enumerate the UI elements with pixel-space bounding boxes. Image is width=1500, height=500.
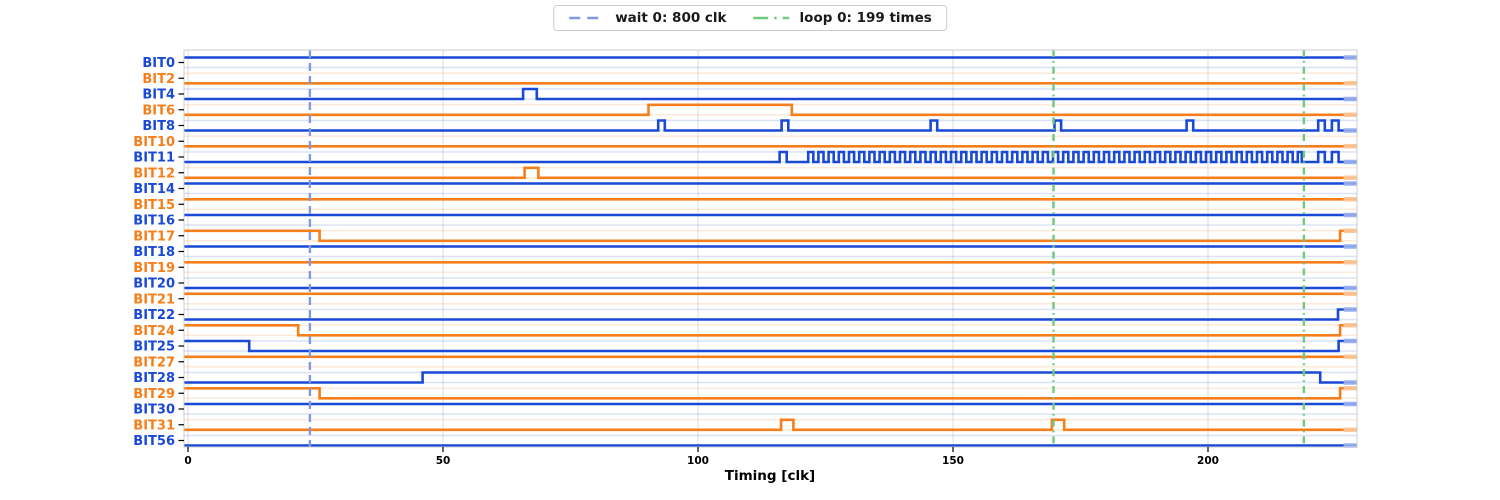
signal-BIT24 (183, 324, 1344, 337)
loop-line-sample-icon (753, 16, 790, 20)
legend-item-wait: wait 0: 800 clk (568, 10, 727, 26)
signal-BIT8 (183, 119, 1344, 132)
signals-layer (183, 55, 1358, 448)
row-label-BIT29: BIT29 (133, 387, 175, 402)
grid-layer (187, 50, 1209, 447)
signal-BIT6 (183, 103, 1344, 117)
row-label-BIT6: BIT6 (142, 103, 175, 118)
row-label-BIT20: BIT20 (133, 277, 175, 292)
row-label-BIT14: BIT14 (133, 182, 175, 197)
x-tick-label: 50 (436, 455, 451, 467)
row-label-BIT28: BIT28 (133, 371, 175, 386)
signal-BIT22 (183, 308, 1344, 321)
row-label-BIT4: BIT4 (142, 88, 175, 103)
legend-label-loop: loop 0: 199 times (799, 10, 932, 26)
x-tick-label: 200 (1197, 455, 1219, 467)
legend-label-wait: wait 0: 800 clk (615, 10, 727, 26)
markers-layer (308, 50, 1306, 447)
row-label-BIT15: BIT15 (133, 198, 175, 213)
row-label-BIT21: BIT21 (133, 292, 175, 307)
row-label-BIT8: BIT8 (142, 119, 175, 134)
x-tick-label: 150 (942, 455, 964, 467)
row-label-BIT0: BIT0 (142, 56, 175, 71)
row-label-BIT16: BIT16 (133, 214, 175, 229)
x-axis-title: Timing [clk] (725, 468, 815, 484)
row-label-BIT17: BIT17 (133, 229, 175, 244)
x-tick-label: 100 (687, 455, 709, 467)
plot-border (183, 49, 1358, 448)
axis-layer: 0 50 100 150 200BIT0BIT2BIT4BIT6BIT8BIT10BIT… (133, 49, 1358, 467)
signal-BIT17 (183, 229, 1344, 243)
row-label-BIT31: BIT31 (133, 418, 175, 433)
wait-line-sample-icon (569, 16, 606, 20)
signal-BIT11 (183, 150, 1344, 164)
x-tick-label: 0 (184, 455, 191, 467)
legend-item-loop: loop 0: 199 times (753, 10, 932, 26)
row-label-BIT11: BIT11 (133, 151, 175, 166)
row-label-BIT24: BIT24 (133, 324, 175, 339)
row-label-BIT22: BIT22 (133, 308, 175, 323)
row-label-BIT30: BIT30 (133, 403, 175, 418)
row-label-BIT10: BIT10 (133, 135, 175, 150)
signal-BIT31 (183, 418, 1344, 432)
row-label-BIT27: BIT27 (133, 355, 175, 370)
row-label-BIT12: BIT12 (133, 166, 175, 181)
signal-BIT25 (183, 339, 1344, 353)
signal-BIT29 (183, 387, 1344, 400)
row-label-BIT19: BIT19 (133, 261, 175, 276)
row-label-BIT25: BIT25 (133, 340, 175, 355)
row-label-BIT2: BIT2 (142, 72, 175, 87)
signal-BIT28 (183, 371, 1344, 384)
signal-BIT4 (183, 87, 1344, 101)
row-label-BIT18: BIT18 (133, 245, 175, 260)
legend: wait 0: 800 clk loop 0: 199 times (553, 5, 947, 31)
row-label-BIT56: BIT56 (133, 434, 175, 449)
signal-BIT12 (183, 166, 1344, 180)
